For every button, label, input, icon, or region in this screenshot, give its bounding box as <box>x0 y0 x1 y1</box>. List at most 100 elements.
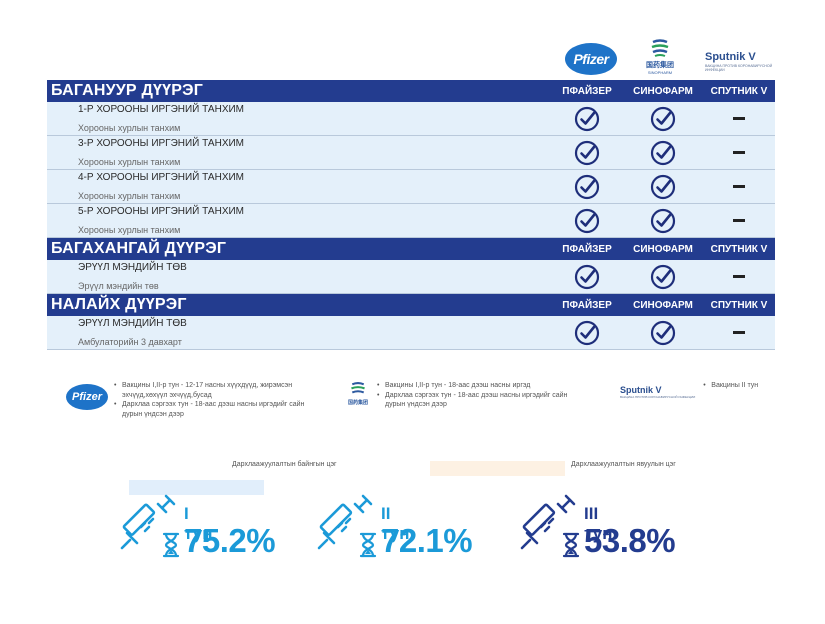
vaccine-availability-cell <box>553 136 621 169</box>
check-icon <box>574 320 600 345</box>
check-icon <box>574 208 600 233</box>
dose-label: III тун <box>584 504 613 543</box>
site-row: 3-Р ХОРООНЫ ИРГЭНИЙ ТАНХИМ Хорооны хурлы… <box>47 136 775 170</box>
vaccine-availability-cell <box>553 102 621 135</box>
district-name: НАЛАЙХ ДҮҮРЭГ <box>51 296 187 313</box>
sinopharm-note-logo: 国药集团 <box>345 381 371 411</box>
vaccine-column-header: СИНОФАРМ <box>633 85 693 97</box>
hourglass-icon <box>162 532 180 558</box>
vaccine-column-header: СПУТНИК V <box>710 299 768 311</box>
vaccine-availability-cell <box>705 170 773 203</box>
sputnik-note-logo-text: Sputnik V <box>620 385 662 395</box>
check-icon <box>650 208 676 233</box>
hourglass-icon <box>562 532 580 558</box>
sputnik-note: Sputnik V ВАКЦИНА ПРОТИВ КОРОНАВИРУСНОЙ … <box>620 381 780 399</box>
site-info: 4-Р ХОРООНЫ ИРГЭНИЙ ТАНХИМ Хорооны хурлы… <box>47 170 553 203</box>
site-title: 3-Р ХОРООНЫ ИРГЭНИЙ ТАНХИМ <box>78 138 245 149</box>
unavailable-dash-icon <box>733 185 745 188</box>
sputnik-note-logo-sub: ВАКЦИНА ПРОТИВ КОРОНАВИРУСНОЙ ИНФЕКЦИИ <box>620 395 696 399</box>
sinopharm-logo: 国药集团 SINOPHARM <box>640 36 680 78</box>
sputnik-note-item: Вакцины II тун <box>703 381 758 391</box>
vaccine-column-header: СПУТНИК V <box>710 85 768 97</box>
pfizer-note: Pfizer Вакцины I,II-р тун - 12-17 насны … <box>66 381 326 419</box>
vaccine-availability-cell <box>705 316 773 349</box>
pfizer-note-item: Вакцины I,II-р тун - 12-17 насны хүүхдүү… <box>114 381 326 400</box>
vaccine-availability-cell <box>553 260 621 293</box>
site-info: 1-Р ХОРООНЫ ИРГЭНИЙ ТАНХИМ Хорооны хурлы… <box>47 102 553 135</box>
syringe-icon <box>520 494 576 550</box>
site-info: 5-Р ХОРООНЫ ИРГЭНИЙ ТАНХИМ Хорооны хурлы… <box>47 204 553 237</box>
vaccine-column-header: ПФАЙЗЕР <box>562 85 612 97</box>
dose-percent: 75.2% <box>184 522 276 559</box>
site-title: 4-Р ХОРООНЫ ИРГЭНИЙ ТАНХИМ <box>78 172 245 183</box>
site-row: 5-Р ХОРООНЫ ИРГЭНИЙ ТАНХИМ Хорооны хурлы… <box>47 204 775 238</box>
district-header: БАГАХАНГАЙ ДҮҮРЭГ ПФАЙЗЕР СИНОФАРМ СПУТНИК … <box>47 238 775 260</box>
vaccine-availability-cell <box>705 204 773 237</box>
site-location: Эрүүл мэндийн төв <box>78 281 159 291</box>
legend-mobile-swatch <box>430 461 565 476</box>
check-icon <box>650 264 676 289</box>
vaccine-column-header: ПФАЙЗЕР <box>562 243 612 255</box>
sinopharm-note-item: Вакцины I,II-р тун - 18-аас дээш насны и… <box>377 381 585 391</box>
hourglass-icon <box>359 532 377 558</box>
dose-label: I тун <box>184 504 213 543</box>
sputnik-note-logo: Sputnik V ВАКЦИНА ПРОТИВ КОРОНАВИРУСНОЙ … <box>620 385 695 399</box>
pfizer-note-item: Дархлаа сэргээх тун - 18-аас дээш насны … <box>114 400 326 419</box>
syringe-icon <box>317 494 373 550</box>
site-info: ЭРҮҮЛ МЭНДИЙН ТӨВ Эрүүл мэндийн төв <box>47 260 553 293</box>
legend-permanent-swatch <box>129 480 264 495</box>
site-title: 1-Р ХОРООНЫ ИРГЭНИЙ ТАНХИМ <box>78 104 245 115</box>
sinopharm-logo-sub: SINOPHARM <box>647 70 673 75</box>
vaccine-availability-cell <box>629 102 697 135</box>
check-icon <box>650 174 676 199</box>
vaccine-availability-cell <box>629 260 697 293</box>
unavailable-dash-icon <box>733 331 745 334</box>
vaccine-column-header: СИНОФАРМ <box>633 243 693 255</box>
check-icon <box>574 140 600 165</box>
vaccine-availability-cell <box>629 170 697 203</box>
vaccine-availability-cell <box>553 170 621 203</box>
unavailable-dash-icon <box>733 151 745 154</box>
unavailable-dash-icon <box>733 117 745 120</box>
sinopharm-mark-icon <box>651 39 669 57</box>
district-name: БАГАНУУР ДҮҮРЭГ <box>51 82 203 99</box>
sputnik-logo-sub: ВАКЦИНА ПРОТИВ КОРОНАВИРУСНОЙ ИНФЕКЦИИ <box>705 63 773 72</box>
legend-permanent-label: Дархлаажуулалтын байнгын цэг <box>232 461 337 468</box>
check-icon <box>650 320 676 345</box>
vaccine-availability-cell <box>629 316 697 349</box>
site-location: Хорооны хурлын танхим <box>78 191 181 201</box>
vaccine-availability-cell <box>629 136 697 169</box>
check-icon <box>650 106 676 131</box>
check-icon <box>574 174 600 199</box>
unavailable-dash-icon <box>733 275 745 278</box>
vaccine-availability-cell <box>705 136 773 169</box>
check-icon <box>574 264 600 289</box>
sinopharm-note: 国药集团 Вакцины I,II-р тун - 18-аас дээш на… <box>345 381 585 411</box>
vaccine-availability-cell <box>705 260 773 293</box>
district-name: БАГАХАНГАЙ ДҮҮРЭГ <box>51 240 227 257</box>
vaccine-availability-cell <box>553 204 621 237</box>
site-info: 3-Р ХОРООНЫ ИРГЭНИЙ ТАНХИМ Хорооны хурлы… <box>47 136 553 169</box>
sputnik-logo-text: Sputnik V <box>705 50 756 63</box>
dose-label: II тун <box>381 504 410 543</box>
site-title: ЭРҮҮЛ МЭНДИЙН ТӨВ <box>78 318 187 329</box>
site-row: 1-Р ХОРООНЫ ИРГЭНИЙ ТАНХИМ Хорооны хурлы… <box>47 102 775 136</box>
site-row: 4-Р ХОРООНЫ ИРГЭНИЙ ТАНХИМ Хорооны хурлы… <box>47 170 775 204</box>
site-location: Хорооны хурлын танхим <box>78 225 181 235</box>
vaccine-column-header: ПФАЙЗЕР <box>562 299 612 311</box>
sinopharm-mark-icon <box>351 382 365 394</box>
dose-percent: 72.1% <box>381 522 473 559</box>
syringe-icon <box>120 494 176 550</box>
site-location: Амбулаторийн 3 давхарт <box>78 337 182 347</box>
sputnik-logo: Sputnik V ВАКЦИНА ПРОТИВ КОРОНАВИРУСНОЙ … <box>705 48 777 74</box>
site-row: ЭРҮҮЛ МЭНДИЙН ТӨВ Амбулаторийн 3 давхарт <box>47 316 775 350</box>
district-header: НАЛАЙХ ДҮҮРЭГ ПФАЙЗЕР СИНОФАРМ СПУТНИК V <box>47 294 775 316</box>
sinopharm-logo-text: 国药集团 <box>646 62 674 69</box>
vaccine-availability-cell <box>553 316 621 349</box>
sinopharm-note-item: Дархлаа сэргээх тун - 18-аас дээш насны … <box>377 391 585 410</box>
district-header: БАГАНУУР ДҮҮРЭГ ПФАЙЗЕР СИНОФАРМ СПУТНИК V <box>47 80 775 102</box>
vaccination-site-table: БАГАНУУР ДҮҮРЭГ ПФАЙЗЕР СИНОФАРМ СПУТНИК V … <box>47 80 775 350</box>
site-location: Хорооны хурлын танхим <box>78 157 181 167</box>
dose-percent: 53.8% <box>584 522 676 559</box>
pfizer-logo: Pfizer <box>564 42 618 76</box>
